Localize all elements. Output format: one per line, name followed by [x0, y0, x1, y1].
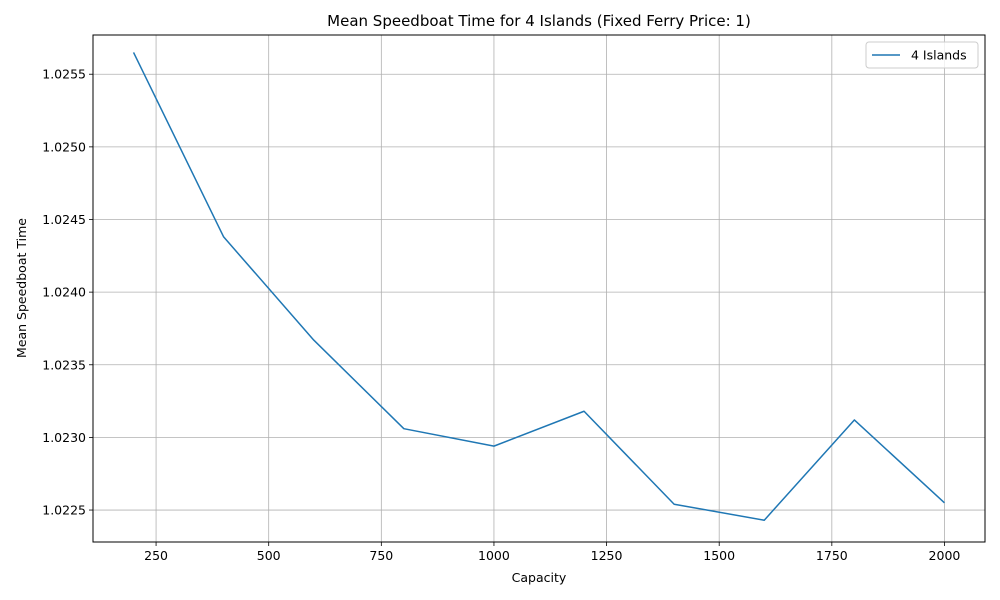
y-tick-label: 1.0245	[42, 212, 86, 227]
x-tick-label: 1250	[591, 548, 623, 563]
x-tick-label: 500	[257, 548, 281, 563]
legend: 4 Islands	[865, 41, 979, 69]
y-tick-label: 1.0225	[42, 503, 86, 518]
y-tick-label: 1.0255	[42, 67, 86, 82]
y-tick-label: 1.0230	[42, 430, 86, 445]
x-tick-label: 1500	[703, 548, 735, 563]
y-tick-label: 1.0250	[42, 139, 86, 154]
x-tick-label: 250	[144, 548, 168, 563]
series-layer	[132, 52, 945, 521]
x-tick-label: 1750	[816, 548, 848, 563]
x-axis-ticks: 250 500 750 1000 1250 1500 1750 2000	[144, 542, 960, 563]
chart-title: Mean Speedboat Time for 4 Islands (Fixed…	[327, 12, 751, 30]
y-axis-label: Mean Speedboat Time	[14, 218, 29, 358]
legend-label-4-islands: 4 Islands	[911, 48, 967, 63]
series-line-4-islands	[132, 52, 945, 521]
x-tick-label: 750	[369, 548, 393, 563]
y-tick-label: 1.0235	[42, 357, 86, 372]
plot-area-frame	[92, 34, 986, 543]
x-axis-label: Capacity	[512, 570, 567, 585]
legend-box	[865, 41, 979, 69]
y-tick-label: 1.0240	[42, 285, 86, 300]
x-tick-label: 2000	[929, 548, 961, 563]
grid	[93, 35, 985, 542]
x-tick-label: 1000	[478, 548, 510, 563]
y-axis-ticks: 1.0225 1.0230 1.0235 1.0240 1.0245 1.0250 1.02…	[42, 67, 93, 518]
